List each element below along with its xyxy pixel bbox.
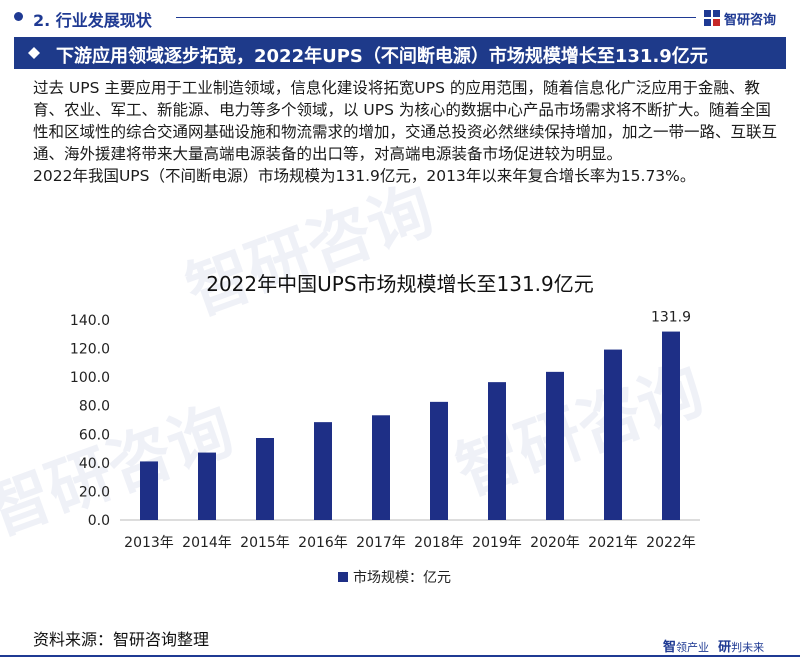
x-tick-label: 2016年 [298,535,348,551]
x-tick-label: 2022年 [646,535,696,551]
diamond-icon [28,47,40,59]
chart-title: 2022年中国UPS市场规模增长至131.9亿元 [206,272,594,296]
section-title: 2. 行业发展现状 [33,11,152,30]
footer-tag-2: 研 [718,640,732,655]
header-divider [176,17,696,18]
x-tick-label: 2014年 [182,535,232,551]
bar [140,461,158,520]
y-tick-label: 20.0 [79,484,110,500]
bar-chart: 0.0 20.0 40.0 60.0 80.0 100.0 120.0 140.0 2013年 2… [70,310,700,586]
bar [430,401,448,520]
footer-divider [0,655,800,657]
body-text: 过去 UPS 主要应用于工业制造领域，信息化建设将拓宽UPS 的应用范围，随着信… [33,77,778,187]
source-note: 资料来源：智研咨询整理 [33,630,210,649]
bar [604,349,622,520]
y-tick-label: 0.0 [88,513,110,529]
bar [372,415,390,520]
bar [488,382,506,520]
bar [256,438,274,520]
x-tick-label: 2015年 [240,535,290,551]
title-banner: 下游应用领域逐步拓宽，2022年UPS（不间断电源）市场规模增长至131.9亿元 [14,37,786,69]
y-tick-label: 140.0 [70,313,110,329]
header-bar: 2. 行业发展现状 智研咨询 [0,0,800,34]
legend-swatch [338,572,348,582]
brand-logo-icon [704,10,720,26]
x-tick-label: 2017年 [356,535,406,551]
bar [314,422,332,520]
x-tick-label: 2013年 [124,535,174,551]
x-tick-label: 2020年 [530,535,580,551]
brand-name: 智研咨询 [724,12,777,28]
legend-label: 市场规模：亿元 [353,569,451,586]
data-label: 131.9 [651,310,691,326]
bar [662,331,680,520]
bar [546,371,564,520]
y-tick-label: 40.0 [79,456,110,472]
y-tick-label: 120.0 [70,342,110,358]
body-paragraph-2: 2022年我国UPS（不间断电源）市场规模为131.9亿元，2013年以来年复合… [33,167,696,185]
footer-tag-2-sub: 判未来 [731,641,765,654]
bar [198,452,216,520]
y-tick-label: 100.0 [70,370,110,386]
footer-tag-1: 智 [663,640,677,655]
y-tick-label: 60.0 [79,427,110,443]
x-tick-label: 2019年 [472,535,522,551]
footer-tag-1-sub: 领产业 [676,641,710,654]
brand-logo: 智研咨询 [704,8,776,28]
bullet-dot-icon [14,12,23,21]
x-tick-label: 2018年 [414,535,464,551]
body-paragraph-1: 过去 UPS 主要应用于工业制造领域，信息化建设将拓宽UPS 的应用范围，随着信… [33,79,778,163]
footer-tagline: 智领产业 研判未来 [663,636,764,655]
banner-title: 下游应用领域逐步拓宽，2022年UPS（不间断电源）市场规模增长至131.9亿元 [56,46,708,67]
y-tick-label: 80.0 [79,399,110,415]
x-tick-label: 2021年 [588,535,638,551]
